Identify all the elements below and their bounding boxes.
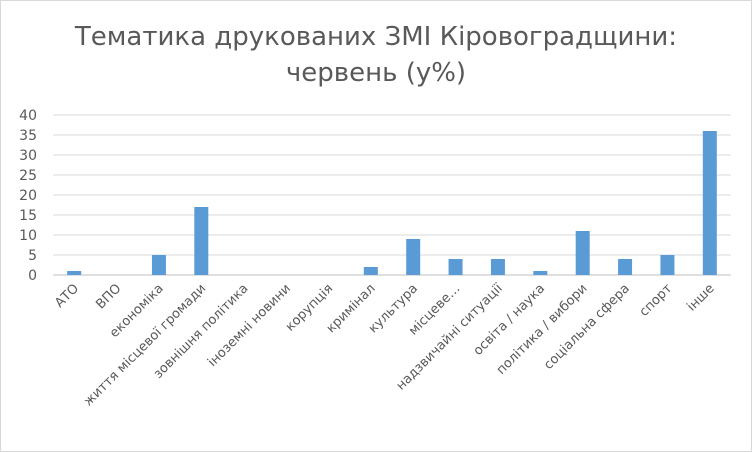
y-tick-label: 15 xyxy=(19,208,37,224)
y-tick-label: 25 xyxy=(19,168,37,184)
y-tick-label: 40 xyxy=(19,108,37,124)
x-category-label: іноземні новини xyxy=(205,281,294,370)
bar-4 xyxy=(194,207,209,275)
bar-16 xyxy=(702,131,717,275)
bar-13 xyxy=(575,231,590,275)
y-tick-label: 35 xyxy=(19,128,37,144)
bar-9 xyxy=(406,239,421,275)
bar-8 xyxy=(363,267,378,275)
y-tick-label: 0 xyxy=(28,268,37,284)
x-category-label: спорт xyxy=(637,281,676,320)
bar-10 xyxy=(448,259,463,275)
y-tick-label: 20 xyxy=(19,188,37,204)
chart-title: Тематика друкованих ЗМІ Кіровоградщини: … xyxy=(1,19,751,91)
bar-14 xyxy=(618,259,633,275)
bar-11 xyxy=(490,259,505,275)
y-tick-label: 30 xyxy=(19,148,37,164)
y-tick-label: 10 xyxy=(19,228,37,244)
bar-15 xyxy=(660,255,675,275)
bar-1 xyxy=(67,271,82,275)
y-tick-label: 5 xyxy=(28,248,37,264)
chart-title-line-2: червень (у%) xyxy=(285,58,467,88)
chart-title-line-1: Тематика друкованих ЗМІ Кіровоградщини: xyxy=(74,22,678,52)
bar-12 xyxy=(533,271,548,275)
x-category-label: ВПО xyxy=(93,281,124,312)
x-category-label: інше xyxy=(684,281,717,314)
bar-3 xyxy=(151,255,166,275)
x-category-label: АТО xyxy=(52,281,82,311)
